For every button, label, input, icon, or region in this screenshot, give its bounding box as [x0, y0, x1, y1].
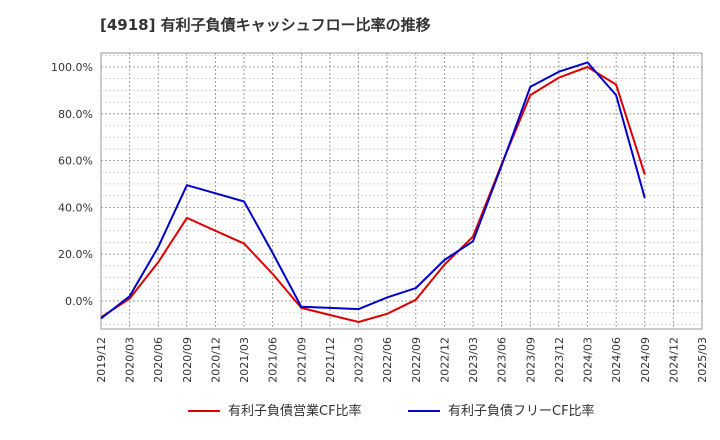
x-tick-label: 2021/09 [295, 337, 308, 383]
x-tick-label: 2022/09 [410, 337, 423, 383]
x-tick-label: 2020/03 [124, 337, 137, 383]
y-tick-label: 0.0% [65, 295, 93, 308]
x-tick-label: 2024/12 [667, 337, 680, 383]
series-line-1 [100, 66, 646, 323]
series-line-2 [100, 61, 646, 320]
x-tick-label: 2022/06 [381, 337, 394, 383]
y-tick-label: 40.0% [58, 201, 93, 214]
x-tick-label: 2024/09 [639, 337, 652, 383]
x-tick-label: 2024/03 [582, 337, 595, 383]
x-tick-label: 2023/06 [496, 337, 509, 383]
legend: 有利子負債営業CF比率 有利子負債フリーCF比率 [188, 403, 595, 419]
legend-label-2: 有利子負債フリーCF比率 [448, 403, 595, 419]
x-tick-label: 2020/09 [181, 337, 194, 383]
x-tick-label: 2021/12 [324, 337, 337, 383]
chart-title: [4918] 有利子負債キャッシュフロー比率の推移 [100, 16, 431, 34]
y-axis-ticks: 0.0% 20.0% 40.0% 60.0% 80.0% 100.0% [51, 61, 93, 308]
x-tick-label: 2020/12 [209, 337, 222, 383]
x-tick-label: 2019/12 [95, 337, 108, 383]
x-axis-ticks: 2019/12 2020/03 2020/06 2020/09 2020/12 2021/… [95, 337, 709, 383]
y-tick-label: 60.0% [58, 155, 93, 168]
grid-x [129, 53, 674, 329]
grid-y [101, 55, 702, 325]
series-lines [100, 61, 646, 323]
x-tick-label: 2021/03 [238, 337, 251, 383]
x-tick-label: 2020/06 [152, 337, 165, 383]
x-tick-label: 2022/03 [353, 337, 366, 383]
x-tick-label: 2023/03 [467, 337, 480, 383]
x-tick-label: 2024/06 [610, 337, 623, 383]
y-tick-label: 20.0% [58, 248, 93, 261]
x-tick-label: 2023/12 [553, 337, 566, 383]
x-tick-label: 2023/09 [524, 337, 537, 383]
x-tick-label: 2021/06 [267, 337, 280, 383]
plot-area [100, 52, 703, 330]
y-tick-label: 100.0% [51, 61, 93, 74]
y-tick-label: 80.0% [58, 108, 93, 121]
x-tick-label: 2022/12 [438, 337, 451, 383]
legend-label-1: 有利子負債営業CF比率 [228, 403, 362, 419]
x-tick-label: 2025/03 [696, 337, 709, 383]
